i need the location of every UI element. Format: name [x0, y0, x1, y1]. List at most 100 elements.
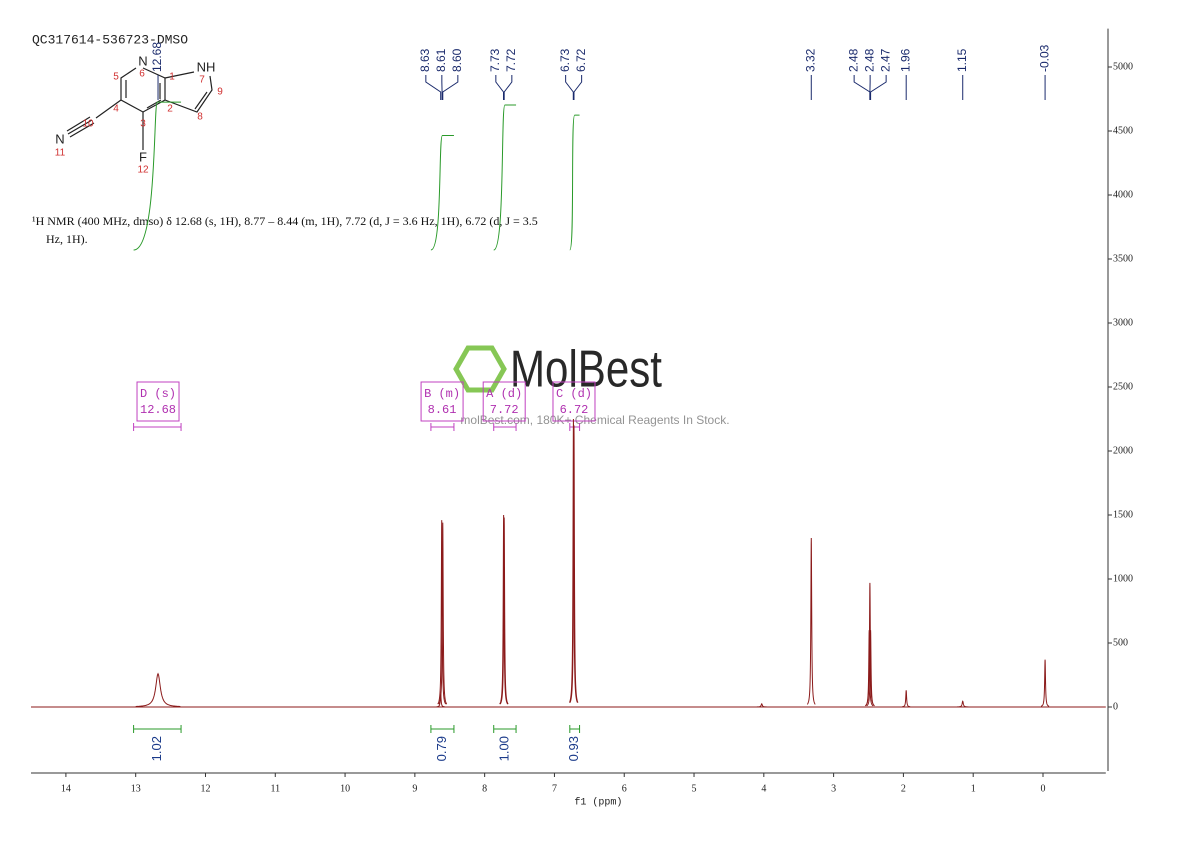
multiplet-shift: 12.68: [140, 403, 176, 417]
peak-label: 6.73: [558, 48, 572, 72]
peak: [1040, 659, 1050, 707]
x-tick-label: 2: [901, 783, 906, 794]
integral-label: 0.79: [434, 736, 449, 761]
y-tick-label: 1000: [1113, 573, 1133, 584]
sample-title: QC317614-536723-DMSO: [32, 32, 188, 47]
multiplet-shift: 8.61: [428, 403, 457, 417]
structure: N NH N F 1 2 3 4 5 6 7 8 9 10 11 12: [55, 53, 223, 175]
peak-connector: [425, 75, 442, 100]
peak-connector: [565, 75, 574, 100]
multiplet-box: [420, 381, 464, 422]
peak-label: 12.68: [150, 42, 164, 72]
integral-curve: [430, 134, 454, 251]
peak: [499, 517, 509, 705]
integral-curve: [569, 114, 580, 251]
integral-label: 0.93: [566, 736, 581, 761]
x-tick-label: 3: [831, 783, 836, 794]
multiplet-box: [552, 381, 596, 422]
peak: [499, 514, 509, 705]
peak-connector: [870, 75, 887, 100]
multiplet-range: [430, 423, 455, 431]
atom-number: 11: [55, 148, 66, 159]
integral-range: [493, 725, 517, 733]
peak-connector: [573, 75, 583, 100]
nmr-description: Hz, 1H).: [46, 232, 88, 246]
multiplet-shift: 7.72: [490, 403, 519, 417]
y-tick-label: 2000: [1113, 445, 1133, 456]
peak-label: 2.48: [846, 48, 860, 72]
y-tick-label: 3000: [1113, 317, 1133, 328]
multiplet-name: B (m): [424, 387, 460, 401]
atom-number: 9: [217, 87, 223, 98]
atom: F: [139, 149, 147, 164]
integral-label: 1.00: [496, 736, 511, 761]
multiplet-shift: 6.72: [560, 403, 589, 417]
integral-curve: [133, 101, 182, 251]
y-tick-label: 2500: [1113, 381, 1133, 392]
multiplet-range: [133, 423, 182, 431]
x-tick-label: 8: [482, 783, 487, 794]
x-tick-label: 4: [761, 783, 766, 794]
atom-number: 4: [113, 104, 119, 115]
integral-range: [133, 725, 182, 733]
atom-number: 12: [137, 165, 149, 176]
peak-label: 8.61: [434, 48, 448, 72]
x-axis-label: f1 (ppm): [574, 797, 622, 809]
x-tick-label: 5: [692, 783, 697, 794]
peak: [957, 700, 969, 708]
integral-curve: [493, 104, 517, 251]
pyrrole-bonds: [164, 71, 213, 113]
multiplet-box: [136, 381, 180, 422]
x-tick-label: 1: [971, 783, 976, 794]
peak-connector: [503, 75, 513, 100]
nmr-description: ¹H NMR (400 MHz, dmso) δ 12.68 (s, 1H), …: [32, 214, 538, 228]
peak: [568, 418, 578, 703]
peak-label: 2.48: [862, 48, 876, 72]
nitrile-bonds: [66, 99, 122, 138]
atom: NH: [197, 59, 216, 74]
peak: [135, 672, 181, 707]
brand: MolBest: [510, 341, 662, 399]
integral-label: 1.02: [149, 736, 164, 761]
peak-label: 7.72: [504, 48, 518, 72]
peak-connector: [442, 75, 459, 100]
peak: [569, 425, 579, 703]
y-tick-label: 500: [1113, 637, 1128, 648]
x-tick-label: 0: [1040, 783, 1045, 794]
y-tick-label: 5000: [1113, 61, 1133, 72]
peak: [806, 538, 816, 705]
peak: [756, 703, 768, 708]
x-tick-label: 14: [61, 783, 71, 794]
atom-number: 2: [167, 104, 173, 115]
atom-number: 3: [140, 119, 146, 130]
peak: [866, 630, 875, 707]
multiplet-range: [569, 423, 581, 431]
atom-number: 7: [199, 75, 205, 86]
logo: [453, 345, 507, 393]
atom-number: 8: [197, 112, 203, 123]
peak-label: 1.96: [898, 48, 912, 72]
double-bonds: [125, 80, 162, 109]
multiplet-name: C (d): [556, 387, 592, 401]
integral-range: [569, 725, 581, 733]
x-tick-label: 12: [200, 783, 210, 794]
y-tick-label: 3500: [1113, 253, 1133, 264]
x-tick-label: 9: [412, 783, 417, 794]
peak-connector: [495, 75, 504, 100]
multiplet-name: D (s): [140, 387, 176, 401]
peak-label: -0.03: [1037, 44, 1051, 72]
y-tick-label: 4500: [1113, 125, 1133, 136]
atom: N: [138, 53, 147, 68]
x-tick-label: 6: [622, 783, 627, 794]
x-tick-label: 7: [552, 783, 557, 794]
x-tick-label: 11: [270, 783, 280, 794]
peak-label: 6.72: [574, 48, 588, 72]
multiplet-box: [482, 381, 526, 422]
atom-number: 5: [113, 72, 119, 83]
peak: [438, 522, 448, 705]
peak: [902, 690, 911, 708]
y-tick-label: 4000: [1113, 189, 1133, 200]
x-tick-label: 13: [131, 783, 141, 794]
peak: [437, 520, 447, 705]
